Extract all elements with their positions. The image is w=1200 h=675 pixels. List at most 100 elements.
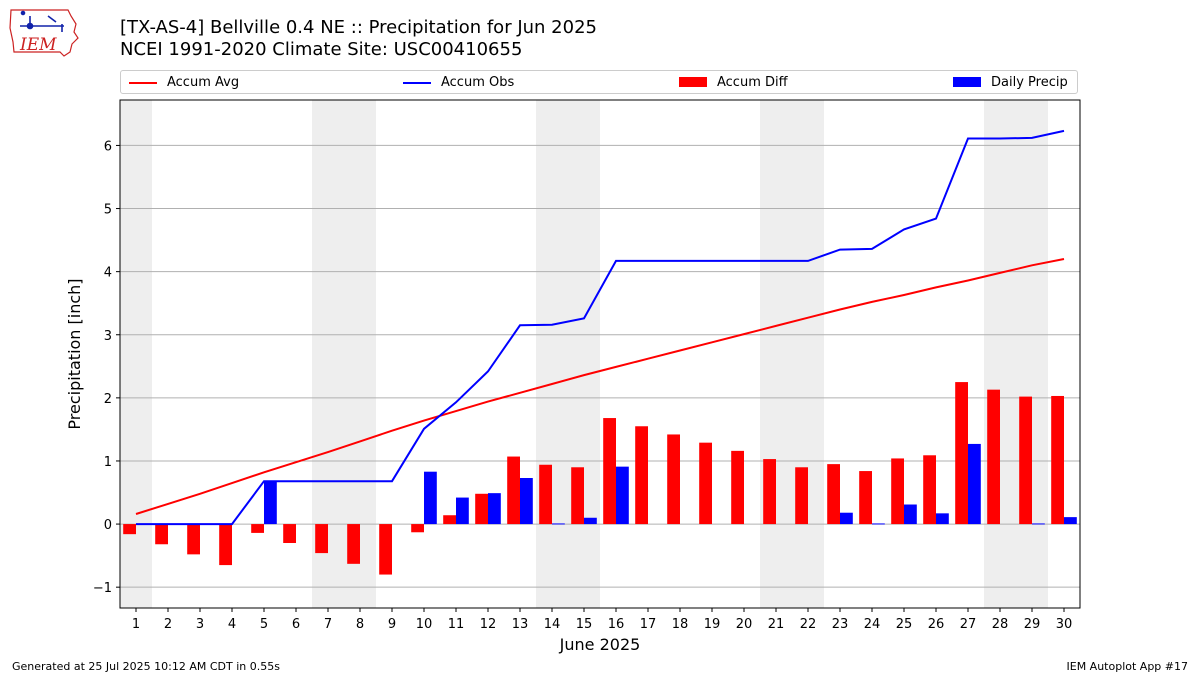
x-tick-label-28: 28: [992, 617, 1009, 632]
legend-swatch-accum-avg: [129, 82, 157, 84]
daily-precip-bar-day-13: [520, 478, 533, 525]
y-tick-label-3: 3: [104, 329, 112, 344]
accum-diff-bar-day-22: [795, 467, 808, 525]
accum-diff-bar-day-24: [859, 471, 872, 525]
accum-diff-bar-day-2: [155, 524, 168, 545]
accum-diff-bar-day-23: [827, 464, 840, 525]
accum-diff-bar-day-9: [379, 524, 392, 575]
accum-diff-bar-day-14: [539, 464, 552, 525]
x-tick-label-10: 10: [416, 617, 433, 632]
iem-logo: IEM: [9, 9, 79, 57]
x-tick-label-16: 16: [608, 617, 625, 632]
x-tick-label-20: 20: [736, 617, 753, 632]
x-tick-label-3: 3: [196, 617, 204, 632]
accum-diff-bar-day-18: [667, 434, 680, 525]
y-tick-label-6: 6: [104, 139, 112, 154]
chart-title-line-2: NCEI 1991-2020 Climate Site: USC00410655: [120, 39, 523, 60]
accum-diff-bar-day-16: [603, 418, 616, 525]
weekend-band-4: [760, 100, 824, 608]
y-tick-label-4: 4: [104, 266, 112, 281]
line-series: [135, 129, 1065, 526]
legend-label-accum-obs: Accum Obs: [441, 75, 515, 90]
accum-diff-bar-day-28: [987, 389, 1000, 525]
accum-diff-bar-day-12: [475, 493, 488, 525]
daily-precip-bar-day-14: [552, 523, 565, 525]
chart-legend: Accum Avg Accum Obs Accum Diff Daily Pre…: [120, 70, 1078, 94]
x-tick-label-22: 22: [800, 617, 817, 632]
x-tick-label-8: 8: [356, 617, 364, 632]
x-tick-label-17: 17: [640, 617, 657, 632]
bar-series: [123, 382, 1077, 575]
x-tick-label-4: 4: [228, 617, 236, 632]
y-axis-label: Precipitation [inch]: [65, 278, 84, 429]
daily-precip-bar-day-10: [424, 471, 437, 525]
y-tick-label--1: −1: [93, 581, 112, 596]
grid-lines: [120, 144, 1080, 588]
accum-diff-bar-day-4: [219, 524, 232, 566]
legend-swatch-accum-obs: [403, 82, 431, 84]
iowa-outline-icon: [9, 9, 79, 57]
accum-diff-bar-day-10: [411, 524, 424, 533]
x-tick-label-6: 6: [292, 617, 300, 632]
chart-title-line-1: [TX-AS-4] Bellville 0.4 NE :: Precipitat…: [120, 17, 597, 38]
accum-diff-bar-day-6: [283, 524, 296, 544]
plot-frame: [119, 99, 1081, 609]
x-axis-label: June 2025: [559, 635, 641, 654]
weekend-band-5: [984, 100, 1048, 608]
x-tick-label-30: 30: [1056, 617, 1073, 632]
accum-diff-bar-day-19: [699, 442, 712, 525]
daily-precip-bar-day-15: [584, 517, 597, 525]
daily-precip-bar-day-11: [456, 497, 469, 525]
accum-diff-bar-day-13: [507, 456, 520, 525]
weekend-shading: [120, 100, 1048, 608]
accum-diff-bar-day-5: [251, 524, 264, 533]
x-tick-label-24: 24: [864, 617, 881, 632]
accum-diff-bar-day-7: [315, 524, 328, 554]
weekend-band-1: [120, 100, 152, 608]
weekend-band-2: [312, 100, 376, 608]
accum-obs-line: [136, 129, 1065, 526]
daily-precip-bar-day-16: [616, 466, 629, 525]
accum-diff-bar-day-11: [443, 515, 456, 525]
x-tick-label-12: 12: [480, 617, 497, 632]
x-tick-label-21: 21: [768, 617, 785, 632]
legend-label-accum-diff: Accum Diff: [717, 75, 788, 90]
accum-diff-bar-day-1: [123, 524, 136, 535]
legend-swatch-daily-precip: [953, 77, 981, 87]
legend-label-daily-precip: Daily Precip: [991, 75, 1068, 90]
x-tick-label-11: 11: [448, 617, 465, 632]
y-tick-label-0: 0: [104, 518, 112, 533]
accum-avg-line: [135, 258, 1065, 515]
weekend-band-3: [536, 100, 600, 608]
x-tick-label-14: 14: [544, 617, 561, 632]
daily-precip-bar-day-29: [1032, 523, 1045, 525]
accum-diff-bar-day-17: [635, 426, 648, 525]
x-tick-label-18: 18: [672, 617, 689, 632]
daily-precip-bar-day-27: [968, 443, 981, 525]
daily-precip-bar-day-26: [936, 513, 949, 525]
daily-precip-bar-day-23: [840, 512, 853, 525]
y-tick-label-5: 5: [104, 203, 112, 218]
footer-app-text: IEM Autoplot App #17: [1066, 660, 1189, 673]
x-tick-label-13: 13: [512, 617, 529, 632]
x-tick-label-9: 9: [388, 617, 396, 632]
y-tick-label-2: 2: [104, 392, 112, 407]
accum-diff-bar-day-27: [955, 382, 968, 525]
daily-precip-bar-day-12: [488, 493, 501, 525]
accum-diff-bar-day-29: [1019, 396, 1032, 525]
accum-diff-bar-day-25: [891, 458, 904, 525]
logo-text: IEM: [19, 35, 57, 55]
accum-diff-bar-day-8: [347, 524, 360, 564]
legend-label-accum-avg: Accum Avg: [167, 75, 240, 90]
x-tick-label-26: 26: [928, 617, 945, 632]
daily-precip-bar-day-25: [904, 504, 917, 525]
legend-swatch-accum-diff: [679, 77, 707, 87]
x-tick-label-19: 19: [704, 617, 721, 632]
x-tick-label-27: 27: [960, 617, 977, 632]
daily-precip-bar-day-30: [1064, 517, 1077, 525]
x-tick-label-2: 2: [164, 617, 172, 632]
y-tick-label-1: 1: [104, 455, 112, 470]
x-tick-label-1: 1: [132, 617, 140, 632]
